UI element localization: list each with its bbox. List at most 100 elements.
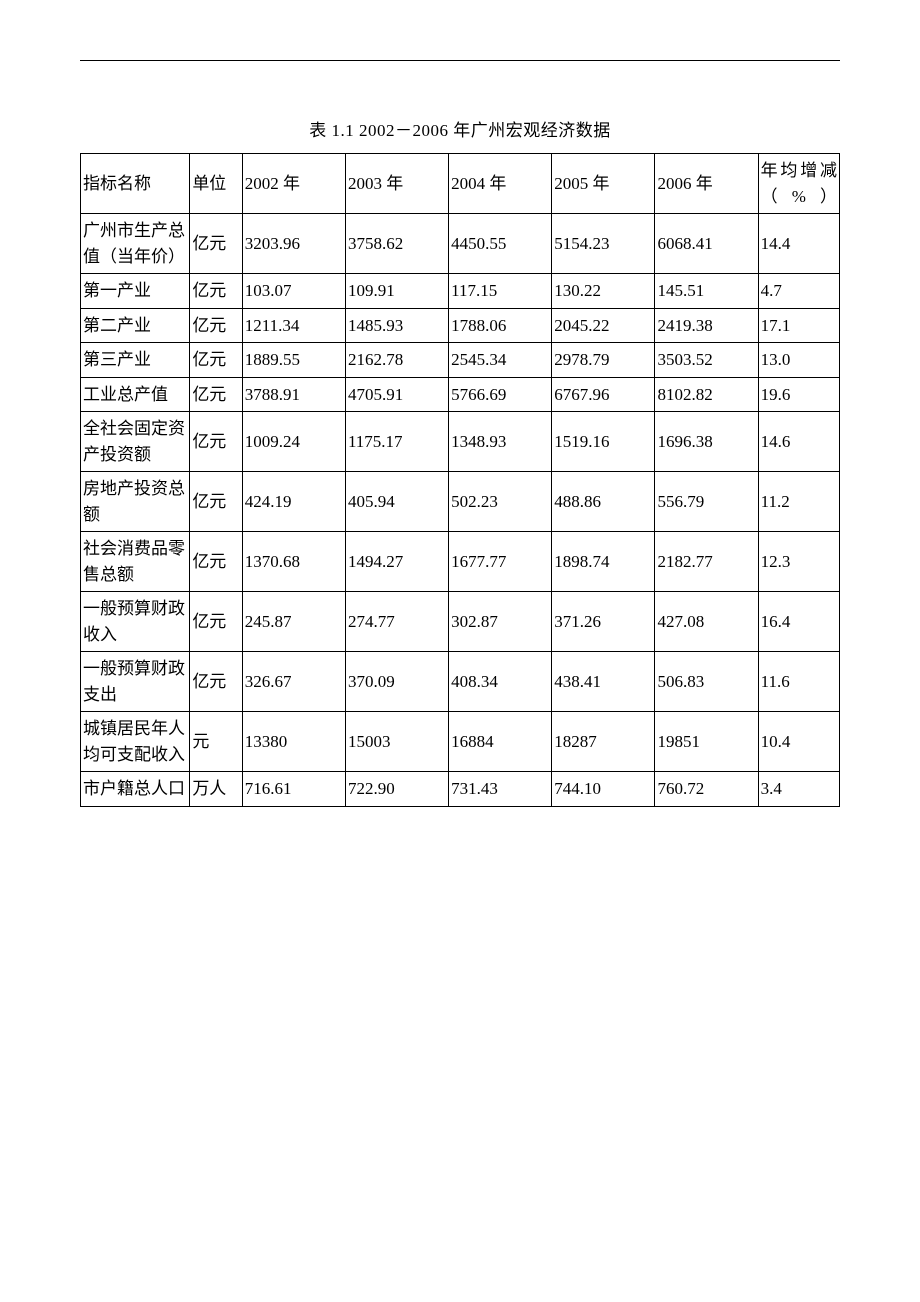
cell-2006: 760.72 [655, 772, 758, 807]
cell-indicator: 广州市生产总值（当年价） [81, 214, 190, 274]
header-2004: 2004 年 [449, 154, 552, 214]
economic-data-table: 指标名称 单位 2002 年 2003 年 2004 年 2005 年 2006… [80, 153, 840, 807]
cell-2002: 13380 [242, 712, 345, 772]
cell-growth: 11.6 [758, 652, 839, 712]
page-container: 表 1.1 2002－2006 年广州宏观经济数据 指标名称 单位 2002 年… [0, 0, 920, 867]
cell-2002: 245.87 [242, 592, 345, 652]
cell-unit: 亿元 [190, 308, 242, 343]
cell-2006: 427.08 [655, 592, 758, 652]
table-title: 表 1.1 2002－2006 年广州宏观经济数据 [80, 116, 840, 141]
table-row: 房地产投资总额亿元424.19405.94502.23488.86556.791… [81, 472, 840, 532]
cell-2005: 6767.96 [552, 377, 655, 412]
cell-2004: 2545.34 [449, 343, 552, 378]
cell-2003: 1494.27 [345, 532, 448, 592]
top-divider [80, 60, 840, 61]
cell-2002: 1889.55 [242, 343, 345, 378]
table-row: 市户籍总人口万人716.61722.90731.43744.10760.723.… [81, 772, 840, 807]
cell-indicator: 房地产投资总额 [81, 472, 190, 532]
cell-2004: 5766.69 [449, 377, 552, 412]
cell-2003: 1485.93 [345, 308, 448, 343]
cell-2006: 506.83 [655, 652, 758, 712]
cell-2004: 4450.55 [449, 214, 552, 274]
cell-unit: 万人 [190, 772, 242, 807]
cell-2006: 3503.52 [655, 343, 758, 378]
cell-2005: 5154.23 [552, 214, 655, 274]
cell-2005: 2978.79 [552, 343, 655, 378]
header-2005: 2005 年 [552, 154, 655, 214]
header-row: 指标名称 单位 2002 年 2003 年 2004 年 2005 年 2006… [81, 154, 840, 214]
cell-growth: 17.1 [758, 308, 839, 343]
cell-2003: 109.91 [345, 274, 448, 309]
cell-growth: 10.4 [758, 712, 839, 772]
cell-2005: 371.26 [552, 592, 655, 652]
cell-2005: 1898.74 [552, 532, 655, 592]
cell-growth: 14.4 [758, 214, 839, 274]
cell-2003: 15003 [345, 712, 448, 772]
cell-2003: 405.94 [345, 472, 448, 532]
cell-2002: 716.61 [242, 772, 345, 807]
cell-indicator: 工业总产值 [81, 377, 190, 412]
cell-unit: 亿元 [190, 412, 242, 472]
cell-2005: 1519.16 [552, 412, 655, 472]
cell-growth: 14.6 [758, 412, 839, 472]
cell-indicator: 全社会固定资产投资额 [81, 412, 190, 472]
cell-2006: 2419.38 [655, 308, 758, 343]
table-row: 一般预算财政收入亿元245.87274.77302.87371.26427.08… [81, 592, 840, 652]
cell-2004: 1348.93 [449, 412, 552, 472]
header-indicator: 指标名称 [81, 154, 190, 214]
cell-indicator: 一般预算财政支出 [81, 652, 190, 712]
cell-indicator: 第一产业 [81, 274, 190, 309]
table-row: 广州市生产总值（当年价）亿元3203.963758.624450.555154.… [81, 214, 840, 274]
cell-2006: 8102.82 [655, 377, 758, 412]
cell-unit: 亿元 [190, 652, 242, 712]
cell-growth: 3.4 [758, 772, 839, 807]
cell-2003: 2162.78 [345, 343, 448, 378]
header-2002: 2002 年 [242, 154, 345, 214]
cell-2004: 117.15 [449, 274, 552, 309]
cell-unit: 亿元 [190, 472, 242, 532]
cell-indicator: 市户籍总人口 [81, 772, 190, 807]
cell-2005: 18287 [552, 712, 655, 772]
cell-2004: 1788.06 [449, 308, 552, 343]
table-row: 全社会固定资产投资额亿元1009.241175.171348.931519.16… [81, 412, 840, 472]
cell-growth: 4.7 [758, 274, 839, 309]
table-row: 第一产业亿元103.07109.91117.15130.22145.514.7 [81, 274, 840, 309]
cell-2004: 502.23 [449, 472, 552, 532]
cell-unit: 亿元 [190, 214, 242, 274]
cell-2004: 16884 [449, 712, 552, 772]
cell-2002: 103.07 [242, 274, 345, 309]
cell-unit: 亿元 [190, 592, 242, 652]
cell-indicator: 城镇居民年人均可支配收入 [81, 712, 190, 772]
cell-unit: 亿元 [190, 532, 242, 592]
cell-growth: 19.6 [758, 377, 839, 412]
cell-unit: 亿元 [190, 274, 242, 309]
cell-2002: 3788.91 [242, 377, 345, 412]
cell-2003: 4705.91 [345, 377, 448, 412]
cell-2003: 1175.17 [345, 412, 448, 472]
cell-2002: 3203.96 [242, 214, 345, 274]
cell-growth: 13.0 [758, 343, 839, 378]
cell-2002: 424.19 [242, 472, 345, 532]
table-row: 社会消费品零售总额亿元1370.681494.271677.771898.742… [81, 532, 840, 592]
cell-growth: 12.3 [758, 532, 839, 592]
cell-indicator: 第二产业 [81, 308, 190, 343]
cell-2005: 488.86 [552, 472, 655, 532]
cell-2005: 438.41 [552, 652, 655, 712]
header-growth: 年均增减（%） [758, 154, 839, 214]
cell-2002: 1211.34 [242, 308, 345, 343]
cell-2004: 302.87 [449, 592, 552, 652]
cell-2003: 3758.62 [345, 214, 448, 274]
table-row: 一般预算财政支出亿元326.67370.09408.34438.41506.83… [81, 652, 840, 712]
cell-2006: 19851 [655, 712, 758, 772]
cell-unit: 元 [190, 712, 242, 772]
cell-indicator: 一般预算财政收入 [81, 592, 190, 652]
cell-2004: 1677.77 [449, 532, 552, 592]
header-unit: 单位 [190, 154, 242, 214]
table-row: 第二产业亿元1211.341485.931788.062045.222419.3… [81, 308, 840, 343]
cell-2006: 6068.41 [655, 214, 758, 274]
cell-unit: 亿元 [190, 343, 242, 378]
header-2003: 2003 年 [345, 154, 448, 214]
header-2006: 2006 年 [655, 154, 758, 214]
cell-2005: 744.10 [552, 772, 655, 807]
table-body: 广州市生产总值（当年价）亿元3203.963758.624450.555154.… [81, 214, 840, 807]
